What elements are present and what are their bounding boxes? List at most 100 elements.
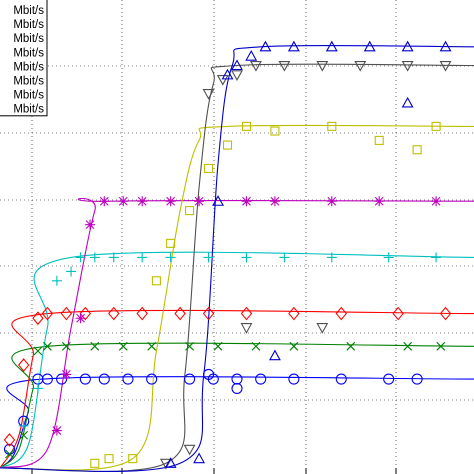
point-s6-5 <box>250 60 262 72</box>
point-s0-11 <box>231 373 243 385</box>
point-s0-3 <box>41 373 53 385</box>
point-s3-6 <box>108 252 119 263</box>
point-s6-11 <box>240 323 253 334</box>
point-s7-12 <box>268 349 281 361</box>
point-s2-10 <box>240 306 253 321</box>
legend-entry-5: Mbit/s <box>13 76 44 88</box>
point-s5-0 <box>90 458 100 468</box>
point-s2-6 <box>108 306 120 321</box>
point-s3-1 <box>32 383 43 394</box>
point-s4-1 <box>61 369 72 380</box>
point-s3-13 <box>383 252 394 263</box>
point-s1-10 <box>251 341 261 351</box>
point-s1-8 <box>185 341 194 351</box>
point-s1-12 <box>346 341 356 351</box>
point-s3-3 <box>66 266 77 277</box>
point-s6-0 <box>159 458 172 470</box>
point-s5-13 <box>431 121 441 131</box>
legend-entry-4: Mbit/s <box>13 61 44 73</box>
point-s0-12 <box>255 373 267 385</box>
point-s4-3 <box>85 219 96 230</box>
point-s2-8 <box>174 306 186 321</box>
point-s4-4 <box>99 196 110 207</box>
point-s2-1 <box>17 358 30 372</box>
fit-curves <box>0 44 474 472</box>
point-s3-2 <box>51 275 62 286</box>
point-s1-6 <box>118 341 128 351</box>
point-s3-10 <box>241 252 252 263</box>
point-s5-7 <box>222 140 233 150</box>
point-s7-10 <box>401 40 414 52</box>
point-s7-8 <box>325 40 338 52</box>
point-s7-0 <box>164 457 177 468</box>
point-s5-9 <box>270 126 280 136</box>
point-s0-8 <box>146 373 158 385</box>
point-s0-5 <box>79 373 91 385</box>
point-s4-8 <box>194 196 205 207</box>
point-s1-5 <box>90 341 100 351</box>
point-s2-0 <box>3 433 16 447</box>
fit-curve-3 <box>0 251 474 469</box>
point-s1-1 <box>19 430 29 440</box>
point-s0-9 <box>184 373 196 385</box>
point-s5-2 <box>128 454 138 464</box>
fit-curve-2 <box>0 309 474 469</box>
point-s1-3 <box>43 341 52 351</box>
point-s6-1 <box>183 444 196 456</box>
point-s2-4 <box>60 306 73 321</box>
point-s2-11 <box>288 306 300 321</box>
point-s7-1 <box>193 452 206 464</box>
point-s1-11 <box>289 341 299 351</box>
point-s7-2 <box>212 195 224 206</box>
fit-curve-1 <box>0 342 474 469</box>
legend-entry-7: Mbit/s <box>13 104 44 116</box>
point-s5-10 <box>327 121 337 131</box>
legend: Mbit/s Mbit/s Mbit/s Mbit/s Mbit/s Mbit/s Mbit… <box>0 0 48 117</box>
point-s0-6 <box>98 373 110 385</box>
legend-box <box>0 0 48 117</box>
point-s6-3 <box>216 75 229 86</box>
point-s3-5 <box>89 252 100 263</box>
point-s2-2 <box>32 311 44 326</box>
point-s1-9 <box>213 341 223 351</box>
point-s0-18 <box>231 382 243 394</box>
point-s7-4 <box>231 59 243 71</box>
point-s7-9 <box>363 40 376 52</box>
point-s7-11 <box>439 40 452 52</box>
point-s7-7 <box>287 40 300 52</box>
point-s4-13 <box>431 196 442 207</box>
point-s6-6 <box>278 60 291 72</box>
point-s6-4 <box>231 70 243 82</box>
point-s2-12 <box>335 306 347 321</box>
point-s4-2 <box>75 313 86 324</box>
data-markers <box>3 40 452 470</box>
point-s4-10 <box>269 196 280 207</box>
point-s6-8 <box>354 60 367 72</box>
legend-entry-3: Mbit/s <box>13 47 44 59</box>
point-s2-9 <box>202 306 215 321</box>
point-s6-12 <box>316 323 329 334</box>
point-s5-4 <box>166 238 176 248</box>
point-s1-0 <box>5 449 14 459</box>
point-s0-15 <box>383 373 395 385</box>
point-s1-13 <box>403 341 413 351</box>
point-s4-6 <box>137 196 148 207</box>
point-s5-1 <box>104 454 114 464</box>
point-s2-7 <box>136 306 148 321</box>
point-s6-9 <box>401 60 414 72</box>
point-s6-2 <box>202 89 215 100</box>
point-s4-11 <box>326 196 337 207</box>
point-s3-14 <box>431 252 442 263</box>
point-s5-5 <box>185 206 195 216</box>
point-s7-13 <box>401 96 414 108</box>
legend-entry-6: Mbit/s <box>13 90 44 102</box>
point-s7-6 <box>259 40 272 52</box>
point-s4-9 <box>241 196 252 207</box>
point-s3-12 <box>326 252 337 263</box>
point-s1-2 <box>33 346 43 356</box>
point-s2-5 <box>79 306 92 321</box>
point-s1-7 <box>147 341 157 351</box>
point-s5-12 <box>412 145 422 155</box>
point-s2-13 <box>392 306 404 321</box>
